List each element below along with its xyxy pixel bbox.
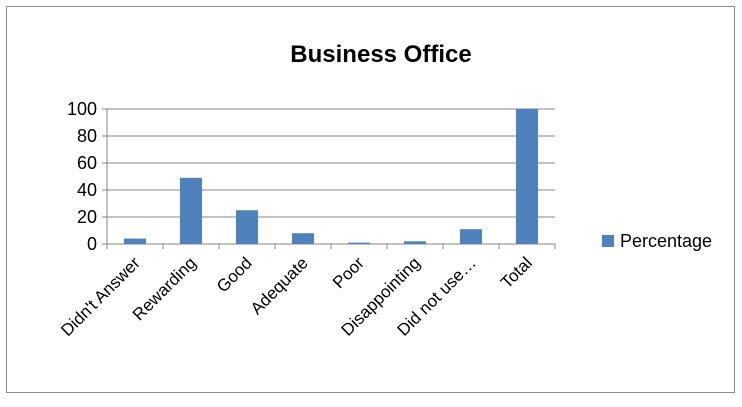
x-tick-label: Didn't Answer xyxy=(57,253,144,340)
gridlines xyxy=(107,108,555,218)
y-tick-label: 100 xyxy=(67,99,97,119)
x-tick-label: Poor xyxy=(329,253,368,292)
legend: Percentage xyxy=(602,231,712,251)
legend-label: Percentage xyxy=(620,231,712,251)
y-tick-labels: 0 20 40 60 80 100 xyxy=(67,99,97,254)
y-tick-label: 0 xyxy=(87,234,97,254)
bar xyxy=(124,238,146,244)
x-tick-label: Good xyxy=(213,253,256,296)
legend-swatch xyxy=(602,235,614,247)
chart-svg: Business Office 0 20 40 60 80 100 Didn't Answ… xyxy=(57,41,712,340)
x-tick-label: Total xyxy=(497,253,536,292)
axes xyxy=(102,108,556,249)
y-tick-label: 60 xyxy=(77,153,97,173)
bar xyxy=(348,242,370,244)
chart-frame: Business Office 0 20 40 60 80 100 Didn't Answ… xyxy=(6,6,735,393)
bar xyxy=(516,109,538,244)
bar xyxy=(460,229,482,244)
bar xyxy=(292,233,314,244)
y-tick-label: 20 xyxy=(77,207,97,227)
y-tick-label: 80 xyxy=(77,126,97,146)
chart-title: Business Office xyxy=(290,41,471,68)
bar xyxy=(236,210,258,244)
bar xyxy=(180,177,202,244)
bar xyxy=(404,241,426,244)
bars xyxy=(124,109,538,244)
y-tick-label: 40 xyxy=(77,180,97,200)
x-tick-label: Adequate xyxy=(247,253,312,318)
